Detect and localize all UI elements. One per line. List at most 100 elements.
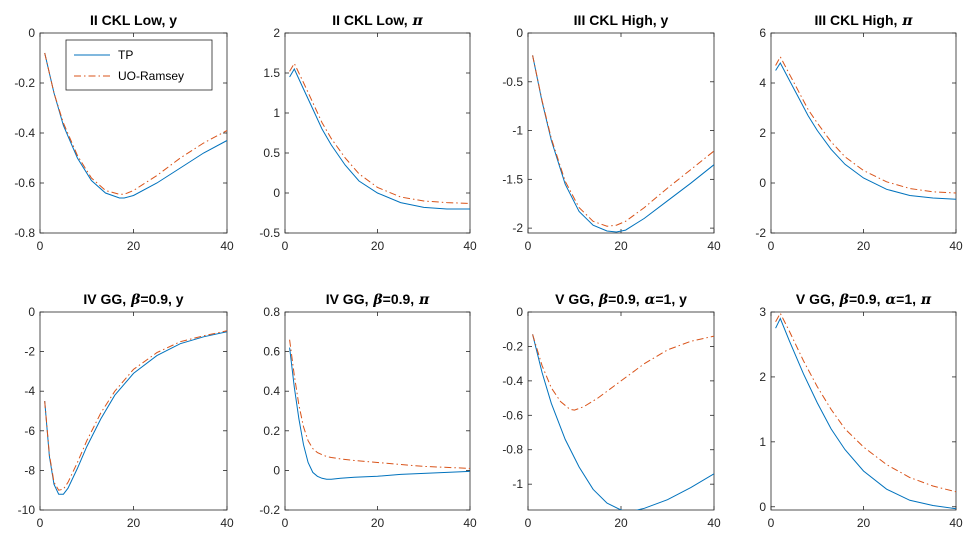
series-line-uo-ramsey <box>532 55 714 227</box>
y-tick-label: 0 <box>516 305 523 319</box>
y-tick-label: -1 <box>512 477 523 491</box>
y-tick-label: 6 <box>759 26 766 40</box>
title-greek-symbol: π <box>414 292 430 308</box>
x-tick-label: 0 <box>37 239 44 253</box>
x-tick-label: 20 <box>371 239 385 253</box>
title-greek-symbol: β <box>368 292 383 308</box>
x-tick-label: 40 <box>707 516 721 530</box>
series-line-tp <box>532 55 714 233</box>
title-text: V GG, <box>555 291 594 307</box>
subplot-title: IV GG, β=0.9, π <box>326 291 430 308</box>
x-tick-label: 40 <box>220 516 234 530</box>
series-line-tp <box>289 67 470 210</box>
x-tick-label: 20 <box>614 516 628 530</box>
title-text: II CKL Low, <box>332 12 407 28</box>
y-tick-label: 3 <box>759 305 766 319</box>
title-text: II CKL Low, y <box>90 12 177 28</box>
y-tick-label: -1.5 <box>502 172 523 186</box>
y-tick-label: -0.2 <box>502 339 523 353</box>
y-tick-label: 0 <box>273 463 280 477</box>
series-line-uo-ramsey <box>44 330 227 491</box>
y-tick-label: -2 <box>512 221 523 235</box>
subplot-title: V GG, β=0.9, α=1, π <box>796 291 932 308</box>
y-tick-label: 0 <box>759 500 766 514</box>
legend-label: TP <box>118 48 133 62</box>
x-tick-label: 0 <box>282 239 289 253</box>
series-line-uo-ramsey <box>775 312 956 493</box>
subplot-title: II CKL Low, π <box>332 12 423 29</box>
x-tick-label: 0 <box>525 239 532 253</box>
series-line-tp <box>44 331 227 495</box>
x-tick-label: 0 <box>768 516 775 530</box>
title-text: =0.9, <box>849 291 881 307</box>
legend-label: UO-Ramsey <box>118 69 184 83</box>
x-tick-label: 40 <box>463 516 477 530</box>
axes-box <box>284 32 471 234</box>
x-tick-label: 40 <box>220 239 234 253</box>
x-tick-label: 0 <box>282 516 289 530</box>
y-tick-label: -1 <box>512 124 523 138</box>
y-tick-label: 0 <box>28 305 35 319</box>
title-text: =0.9, <box>608 291 640 307</box>
title-text: =0.9, y <box>140 291 183 307</box>
x-tick-label: 40 <box>707 239 721 253</box>
y-tick-label: -6 <box>24 424 35 438</box>
title-text: =0.9, <box>383 291 415 307</box>
subplot-5: 0 20 40 -10 -8 -6 -4 -2 0 IV GG, β=0.9, y <box>18 291 234 530</box>
y-tick-label: 0 <box>759 176 766 190</box>
y-tick-label: -0.4 <box>502 374 523 388</box>
series-line-tp <box>44 52 227 199</box>
subplot-7: 0 20 40 -1 -0.8 -0.6 -0.4 -0.2 0 V GG, β=0.9, α=1… <box>502 291 721 530</box>
x-tick-label: 0 <box>525 516 532 530</box>
title-text: =1, y <box>655 291 687 307</box>
y-tick-label: -0.6 <box>14 176 35 190</box>
subplot-title: IV GG, β=0.9, y <box>83 291 183 308</box>
y-tick-label: 0 <box>273 186 280 200</box>
y-tick-label: -0.8 <box>502 443 523 457</box>
series-line-tp <box>532 334 714 510</box>
title-text: III CKL High, <box>814 12 897 28</box>
x-tick-label: 40 <box>949 516 963 530</box>
y-tick-label: -0.5 <box>259 226 280 240</box>
y-tick-label: 0 <box>516 26 523 40</box>
axes-box <box>284 311 471 511</box>
y-tick-label: 2 <box>759 126 766 140</box>
axes-box <box>527 311 715 511</box>
y-tick-label: 0.8 <box>263 305 280 319</box>
title-greek-symbol: β <box>835 292 850 308</box>
subplot-title: V GG, β=0.9, α=1, y <box>555 291 687 308</box>
y-tick-label: -10 <box>18 503 36 517</box>
axes-box <box>39 311 228 511</box>
title-greek-symbol: β <box>594 292 609 308</box>
y-tick-label: 1.5 <box>263 66 280 80</box>
legend: TP UO-Ramsey <box>65 39 213 91</box>
title-text: IV GG, <box>83 291 126 307</box>
subplot-title: III CKL High, π <box>814 12 913 29</box>
y-tick-label: 1 <box>759 435 766 449</box>
series-line-tp <box>775 61 956 200</box>
y-tick-label: 0.5 <box>263 146 280 160</box>
y-tick-label: -8 <box>24 463 35 477</box>
title-text: III CKL High, y <box>574 12 669 28</box>
y-tick-label: -0.2 <box>14 76 35 90</box>
series-line-uo-ramsey <box>44 52 227 195</box>
subplot-8: 0 20 40 0 1 2 3 V GG, β=0.9, α=1, π <box>759 291 963 530</box>
title-text: V GG, <box>796 291 835 307</box>
x-tick-label: 0 <box>768 239 775 253</box>
axes-box <box>527 32 715 234</box>
title-text: =1, <box>896 291 916 307</box>
legend-box <box>65 39 213 91</box>
subplot-1: 0 20 40 -0.8 -0.6 -0.4 -0.2 0 II CKL Low, y TP UO-… <box>14 12 234 253</box>
y-tick-label: 0.2 <box>263 424 280 438</box>
y-tick-label: 0.6 <box>263 345 280 359</box>
title-greek-symbol: β <box>126 292 141 308</box>
subplot-title: III CKL High, y <box>574 12 669 28</box>
x-tick-label: 20 <box>371 516 385 530</box>
y-tick-label: -2 <box>755 226 766 240</box>
title-greek-symbol: π <box>916 292 932 308</box>
y-tick-label: -0.4 <box>14 126 35 140</box>
subplot-3: 0 20 40 -2 -1.5 -1 -0.5 0 III CKL High, y <box>502 12 721 253</box>
title-greek-symbol: π <box>897 13 913 29</box>
